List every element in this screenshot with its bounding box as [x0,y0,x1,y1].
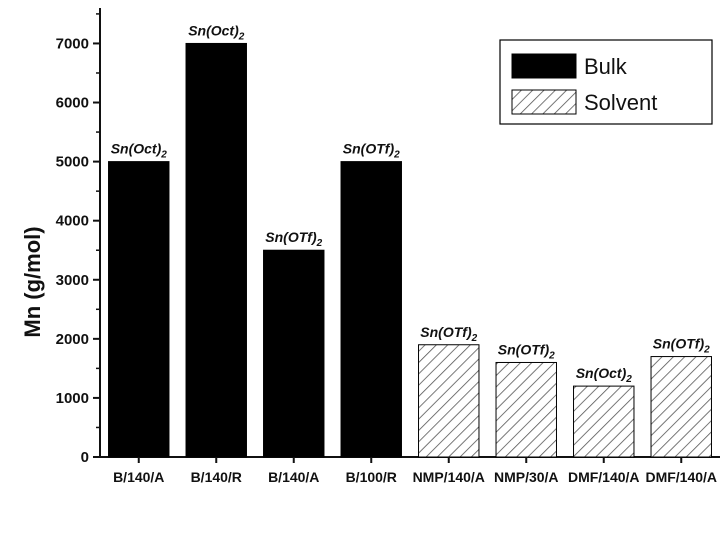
legend: Bulk Solvent [499,39,713,125]
bar-7 [573,385,635,458]
bar-8 [650,356,712,458]
x-tick-label: B/140/A [268,469,319,485]
legend-swatch-solvent [511,89,577,115]
y-tick-label: 5000 [56,154,89,171]
bar-3 [263,249,325,458]
bar-annotation: Sn(Oct)2 [576,365,633,385]
bar-annotation: Sn(Oct)2 [188,22,245,42]
y-tick-label: 1000 [56,390,89,407]
x-tick-label: B/100/R [346,469,397,485]
y-tick-label: 4000 [56,213,89,230]
bar-2 [185,42,247,458]
legend-label-bulk: Bulk [584,54,628,79]
plot-area: 0 1000 2000 3000 4000 5000 6000 7000 B/140/A Sn(O… [56,8,720,485]
bar-1 [108,161,170,458]
bar-6 [495,361,557,458]
x-tick-label: NMP/30/A [494,469,559,485]
x-tick-label: NMP/140/A [413,469,485,485]
bar-annotation: Sn(OTf)2 [498,341,555,361]
y-tick-label: 0 [81,449,89,466]
y-tick-label: 2000 [56,331,89,348]
bar-annotation: Sn(OTf)2 [265,229,322,249]
legend-swatch-bulk [511,53,577,79]
x-tick-label: B/140/R [191,469,242,485]
bar-4 [340,161,402,458]
x-tick-label: DMF/140/A [568,469,640,485]
legend-label-solvent: Solvent [584,90,657,115]
x-tick-label: DMF/140/A [645,469,717,485]
bar-annotation: Sn(OTf)2 [653,336,710,356]
y-tick-label: 7000 [56,35,89,52]
bar-annotation: Sn(Oct)2 [111,141,168,161]
bar-annotation: Sn(OTf)2 [420,324,477,344]
y-axis-label: Mn (g/mol) [20,226,45,337]
bar-5 [418,344,480,458]
bar-annotation: Sn(OTf)2 [343,141,400,161]
x-tick-label: B/140/A [113,469,164,485]
y-tick-label: 6000 [56,95,89,112]
y-tick-label: 3000 [56,272,89,289]
